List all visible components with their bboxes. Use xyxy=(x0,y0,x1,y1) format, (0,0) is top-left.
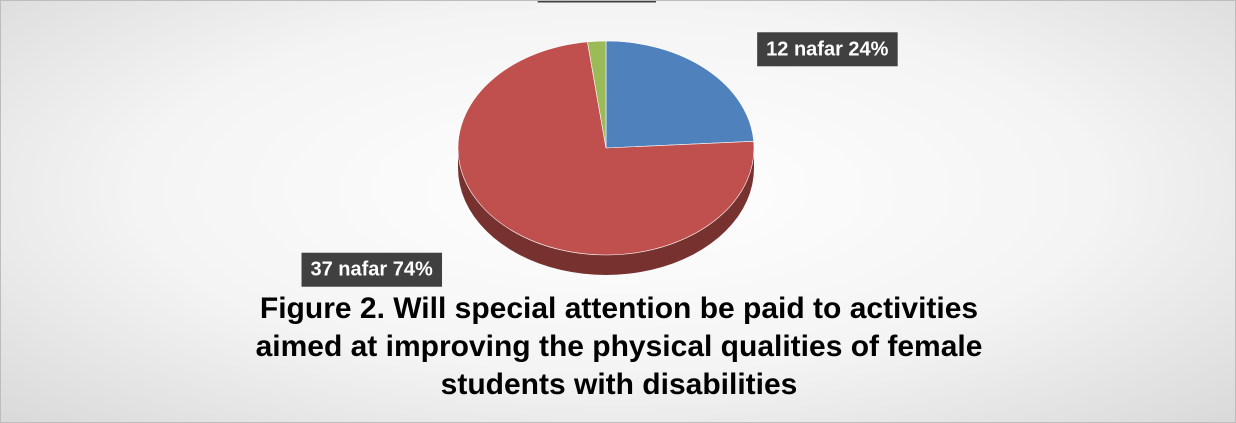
data-label-box xyxy=(537,1,656,3)
data-label: 12 nafar 24% xyxy=(766,38,889,60)
slice xyxy=(457,41,755,256)
data-label: 37 nafar 74% xyxy=(311,259,434,281)
data-label-box xyxy=(757,32,898,67)
slice xyxy=(587,40,607,149)
slice-side xyxy=(458,148,754,275)
data-label-box xyxy=(301,252,443,287)
slice xyxy=(605,40,755,149)
chart-title: Figure 2. Will special attention be paid… xyxy=(255,292,983,401)
